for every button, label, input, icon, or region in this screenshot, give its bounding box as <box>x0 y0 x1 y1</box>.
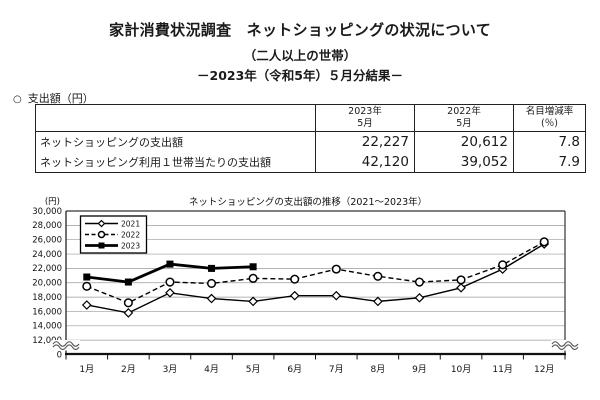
y-axis-tick-label: 18,000 <box>32 293 62 303</box>
table-header-row: 2023年 5月 2022年 5月 名目増減率 (％) <box>35 104 586 132</box>
marker-diamond <box>331 290 342 301</box>
marker-diamond <box>206 293 217 304</box>
legend-label-2023: 2023 <box>121 242 140 251</box>
marker-circle <box>123 298 133 308</box>
table-header-rate: 名目増減率 (％) <box>513 104 586 132</box>
table-header-empty <box>35 104 316 132</box>
x-axis-month-label: 12月 <box>534 364 554 375</box>
y-axis-unit-label: (円) <box>45 197 60 207</box>
x-axis-month-label: 8月 <box>371 364 386 375</box>
marker-diamond <box>81 300 92 310</box>
table-header-2022: 2022年 5月 <box>414 104 514 132</box>
marker-square <box>124 278 132 286</box>
marker-circle <box>498 260 508 270</box>
cell-household-rate: 7.9 <box>513 152 586 173</box>
spending-trend-chart-svg: 30,000 28,000 26,000 24,000 22,000 20,000 18,0… <box>32 196 579 375</box>
axis-break-icon <box>551 344 579 350</box>
table-header-rate-unit: (％) <box>541 118 558 129</box>
page-subtitle-household: （二人以上の世帯） <box>243 48 357 63</box>
x-axis-month-label: 4月 <box>204 364 219 375</box>
row-label-per-household: ネットショッピング利用１世帯当たりの支出額 <box>40 156 271 169</box>
marker-circle <box>414 277 425 287</box>
marker-diamond <box>289 290 300 301</box>
marker-circle <box>97 230 106 239</box>
axis-break-mask <box>551 340 579 351</box>
cell-household-2022: 39,052 <box>414 152 514 173</box>
x-axis-month-label: 5月 <box>246 364 261 375</box>
marker-square <box>166 260 174 268</box>
chart-title: ネットショッピングの支出額の推移（2021～2023年） <box>189 196 427 208</box>
marker-diamond <box>248 296 258 307</box>
y-axis-tick-label: 14,000 <box>32 322 62 332</box>
section-heading-expenditure: ○ 支出額（円） <box>13 90 94 106</box>
marker-diamond <box>373 296 383 307</box>
y-axis-tick-label: 20,000 <box>32 279 62 289</box>
marker-circle <box>82 281 92 291</box>
row-label-total-spending: ネットショッピングの支出額 <box>40 136 183 149</box>
marker-diamond <box>414 292 425 303</box>
cell-total-2022: 20,612 <box>414 131 514 152</box>
table-header-rate-label: 名目増減率 <box>525 106 574 118</box>
x-axis-month-label: 1月 <box>79 364 94 375</box>
marker-diamond <box>456 282 466 293</box>
x-axis-month-label: 3月 <box>163 364 178 375</box>
y-axis-tick-label: 28,000 <box>32 221 62 231</box>
axis-break-icon <box>551 341 579 347</box>
marker-circle <box>539 237 549 247</box>
x-axis-month-label: 6月 <box>287 364 302 375</box>
page-subtitle-period: －2023年（令和5年）５月分結果－ <box>197 68 403 83</box>
table-header-2023-month: 5月 <box>357 118 373 129</box>
axis-break-mask <box>52 340 80 351</box>
marker-square <box>83 273 91 281</box>
y-axis-tick-label: 24,000 <box>32 250 62 260</box>
table-header-2022-year: 2022年 <box>447 106 481 118</box>
legend-label-2021: 2021 <box>121 220 140 229</box>
table-header-2022-month: 5月 <box>456 118 472 129</box>
marker-circle <box>331 264 341 274</box>
series-line-2022 <box>86 241 545 304</box>
cell-total-rate: 7.8 <box>513 131 586 152</box>
y-axis-tick-label: 22,000 <box>32 264 62 274</box>
y-axis-tick-label: 0 <box>57 351 62 361</box>
marker-diamond <box>97 219 106 228</box>
marker-circle <box>248 273 258 283</box>
marker-diamond <box>123 308 134 318</box>
legend-label-2022: 2022 <box>121 231 140 240</box>
y-axis-tick-label: 30,000 <box>32 207 62 217</box>
table-row: ネットショッピング利用１世帯当たりの支出額 42,120 39,052 7.9 <box>36 152 586 173</box>
series-line-2021 <box>86 243 545 314</box>
x-axis-month-label: 10月 <box>451 364 471 375</box>
marker-square <box>98 242 105 249</box>
table-header-2023: 2023年 5月 <box>315 104 415 132</box>
x-axis-month-label: 2月 <box>121 364 136 375</box>
x-axis-month-label: 9月 <box>412 364 427 375</box>
y-axis-tick-label: 16,000 <box>32 307 62 317</box>
spending-trend-chart: 30,000 28,000 26,000 24,000 22,000 20,000 18,0… <box>30 192 596 392</box>
table-header-2023-year: 2023年 <box>348 106 382 118</box>
cell-household-2023: 42,120 <box>315 152 415 173</box>
expenditure-table: 2023年 5月 2022年 5月 名目増減率 (％) ネットショッピングの支出… <box>35 104 586 173</box>
marker-square <box>208 264 216 272</box>
marker-circle <box>456 275 466 285</box>
y-axis-tick-label: 26,000 <box>32 236 62 246</box>
x-axis-month-label: 11月 <box>492 364 512 375</box>
page-title: 家計消費状況調査 ネットショッピングの状況について <box>108 21 492 39</box>
marker-circle <box>165 277 175 287</box>
x-axis-month-label: 7月 <box>329 364 344 375</box>
cell-total-2023: 22,227 <box>315 131 415 152</box>
marker-diamond <box>165 287 175 298</box>
section-heading-label: 支出額（円） <box>27 92 94 105</box>
marker-circle <box>206 278 217 289</box>
marker-circle <box>373 271 383 281</box>
axis-break-icon <box>52 341 80 347</box>
axis-break-icon <box>52 344 80 350</box>
marker-circle <box>290 274 300 284</box>
y-axis-tick-label: 12,000 <box>32 336 62 346</box>
table-row: ネットショッピングの支出額 22,227 20,612 7.8 <box>36 131 586 152</box>
circle-bullet-icon: ○ <box>13 94 22 105</box>
marker-square <box>249 263 257 271</box>
